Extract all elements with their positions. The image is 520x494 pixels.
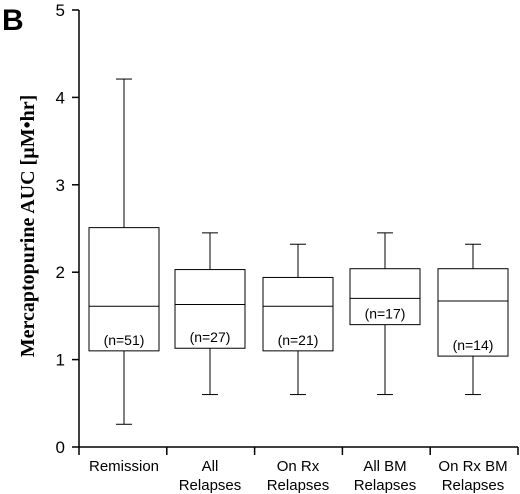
box-iqr [88,227,160,352]
sample-size-label: (n=14) [453,337,494,353]
category-label-line2: Relapses [179,477,242,494]
box-group: (n=51) [88,78,160,425]
box-group: (n=17) [349,232,421,396]
y-tick-label: 0 [56,438,65,457]
y-axis-label: Mercaptopurine AUC [µM•hr] [17,95,39,358]
category-label-line2: Relapses [354,477,417,494]
category-label-line1: On Rx BM [438,458,507,475]
box-group: (n=27) [174,232,246,396]
category-label-line1: On Rx [277,458,320,475]
category-label-line1: Remission [89,458,159,475]
category-label-line1: All BM [363,458,406,475]
category-label-line2: Relapses [267,477,330,494]
sample-size-label: (n=21) [278,332,319,348]
y-tick-label: 3 [56,176,65,195]
category-label-line1: All [202,458,219,475]
category-labels: Remission All Relapses On Rx Relapses All BM R… [89,458,508,494]
sample-size-label: (n=27) [190,329,231,345]
box-iqr [174,269,246,349]
y-tick-label: 4 [56,88,65,107]
box-iqr [262,276,334,352]
sample-size-label: (n=17) [365,306,406,322]
category-label-line2: Relapses [442,477,505,494]
box-iqr [349,268,421,326]
sample-size-label: (n=51) [104,332,145,348]
y-tick-label: 5 [56,1,65,20]
box-group: (n=21) [262,243,334,396]
box-iqr [437,268,509,357]
axes: 0 1 2 3 4 5 [56,1,519,457]
box-group: (n=14) [437,243,509,396]
y-tick-label: 2 [56,263,65,282]
panel-label: B [2,4,24,37]
y-tick-label: 1 [56,351,65,370]
box-series: (n=51) (n=27) (n=21) (n=17) (n=14) [88,78,509,425]
